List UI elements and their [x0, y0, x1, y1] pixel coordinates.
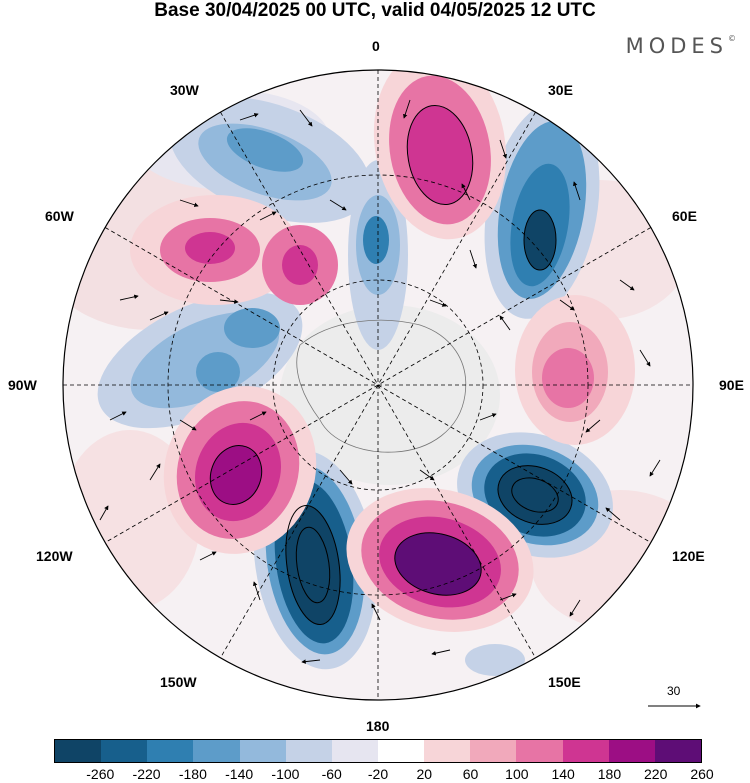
colorbar-tick-label: -60: [321, 766, 342, 782]
polar-map: [62, 69, 701, 709]
lon-label-120e: 120E: [672, 548, 705, 564]
graticule: [63, 70, 693, 700]
colorbar-tick-label: 260: [690, 766, 714, 782]
colorbar-tick-label: 180: [597, 766, 622, 782]
colorbar-swatch: [424, 740, 471, 762]
contour-lines: [209, 104, 573, 626]
lon-label-180: 180: [366, 718, 390, 734]
colorbar-swatch: [654, 740, 701, 762]
lon-label-30e: 30E: [548, 82, 573, 98]
colorbar-tick-label: 60: [462, 766, 479, 782]
lon-label-0: 0: [372, 38, 380, 54]
colorbar-swatch: [193, 740, 240, 762]
colorbar: [54, 739, 702, 763]
lon-label-90w: 90W: [8, 377, 37, 393]
anomaly-field: [63, 70, 693, 700]
colorbar-swatch: [101, 740, 148, 762]
positive-anomaly-lobes: [130, 70, 635, 632]
coastline: [296, 319, 467, 453]
colorbar-swatch: [516, 740, 563, 762]
colorbar-tick-label: -180: [178, 766, 207, 782]
colorbar-swatch: [55, 740, 102, 762]
reference-vector-label: 30: [667, 684, 681, 698]
colorbar-swatch: [147, 740, 194, 762]
colorbar-swatch: [608, 740, 655, 762]
wind-vectors: [99, 99, 661, 664]
colorbar-tick-label: 100: [505, 766, 529, 782]
lon-label-150w: 150W: [160, 674, 197, 690]
colorbar-tick-label: 140: [551, 766, 575, 782]
colorbar-swatch: [470, 740, 517, 762]
colorbar-tick-label: -100: [271, 766, 300, 782]
colorbar-swatch: [562, 740, 609, 762]
brand-logo: MODES©: [625, 34, 736, 58]
colorbar-tick-label: 20: [416, 766, 433, 782]
colorbar-swatch: [239, 740, 286, 762]
colorbar-swatch: [331, 740, 378, 762]
lon-label-60e: 60E: [672, 208, 697, 224]
lon-label-90e: 90E: [719, 377, 744, 393]
colorbar-tick-label: -140: [225, 766, 254, 782]
colorbar-swatch: [285, 740, 332, 762]
colorbar-swatch: [377, 740, 425, 762]
lon-label-120w: 120W: [36, 548, 73, 564]
lon-label-30w: 30W: [170, 82, 199, 98]
map-title: Base 30/04/2025 00 UTC, valid 04/05/2025…: [154, 0, 596, 21]
map-border: [62, 69, 694, 701]
colorbar-tick-label: -220: [132, 766, 161, 782]
lon-label-60w: 60W: [45, 208, 74, 224]
colorbar-tick-label: -20: [367, 766, 389, 782]
colorbar-tick-label: 220: [644, 766, 668, 782]
lon-label-150e: 150E: [548, 674, 581, 690]
colorbar-tick-label: -260: [86, 766, 115, 782]
